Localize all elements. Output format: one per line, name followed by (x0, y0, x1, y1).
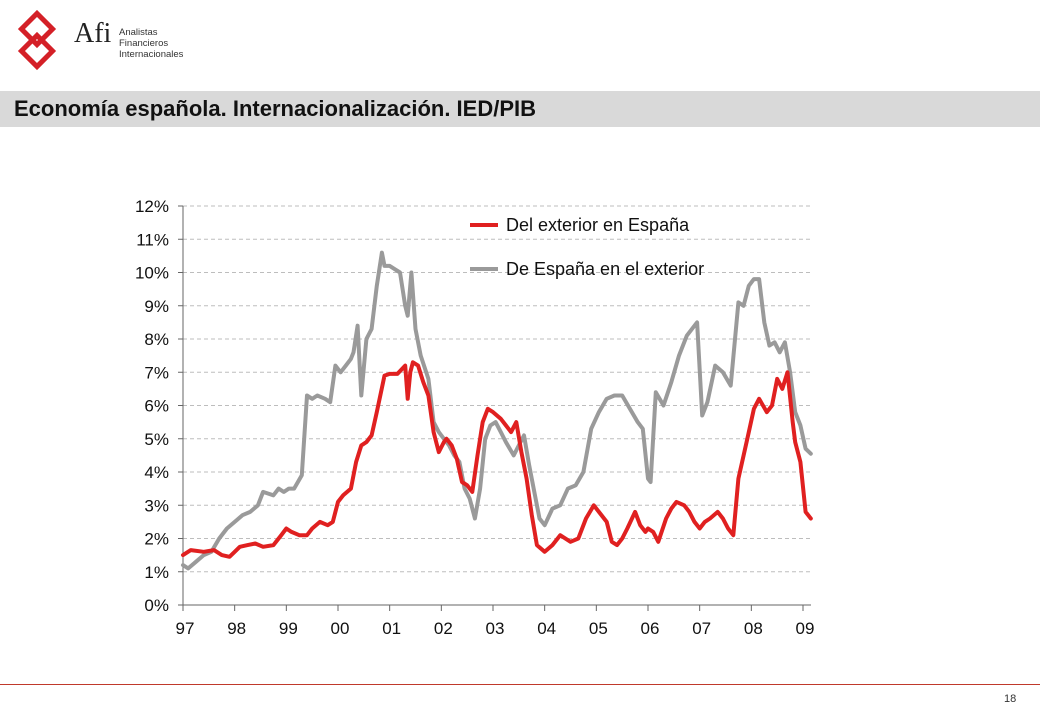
y-tick-label: 10% (135, 264, 169, 283)
y-tick-label: 0% (144, 596, 169, 615)
x-tick-label: 09 (796, 619, 815, 638)
y-tick-label: 7% (144, 363, 169, 382)
logo-line: Analistas (119, 27, 158, 38)
y-tick-label: 11% (136, 230, 169, 249)
y-tick-label: 12% (135, 197, 169, 216)
x-tick-label: 08 (744, 619, 763, 638)
legend-label: Del exterior en España (506, 215, 690, 235)
x-tick-label: 01 (382, 619, 401, 638)
afi-logo: Afi Analistas Financieros Internacionale… (12, 10, 202, 76)
page-title: Economía española. Internacionalización.… (14, 96, 537, 121)
x-tick-label: 05 (589, 619, 608, 638)
title-bar: Economía española. Internacionalización.… (0, 91, 1040, 127)
x-tick-label: 04 (537, 619, 556, 638)
footer-divider (0, 684, 1040, 685)
page-number: 18 (1004, 693, 1017, 705)
series-line-del-exterior-en-espa-a (181, 360, 813, 559)
logo-subtitle: Analistas Financieros Internacionales (119, 27, 183, 60)
logo-line: Financieros (119, 38, 169, 49)
y-tick-label: 2% (144, 530, 169, 549)
x-tick-label: 03 (486, 619, 505, 638)
x-tick-label: 00 (331, 619, 350, 638)
legend-label: De España en el exterior (506, 259, 704, 279)
y-tick-label: 4% (144, 463, 169, 482)
y-tick-label: 6% (144, 397, 169, 416)
x-tick-label: 06 (641, 619, 660, 638)
series-line-de-espa-a-en-el-exterior (181, 250, 813, 571)
logo-wordmark: Afi (74, 18, 112, 49)
y-tick-label: 1% (144, 563, 169, 582)
y-tick-label: 8% (144, 330, 169, 349)
logo-line: Internacionales (119, 49, 184, 60)
x-tick-label: 98 (227, 619, 246, 638)
x-tick-label: 97 (176, 619, 195, 638)
y-tick-label: 5% (144, 430, 169, 449)
x-tick-label: 99 (279, 619, 298, 638)
x-tick-label: 02 (434, 619, 453, 638)
x-tick-label: 07 (692, 619, 711, 638)
afi-logo-mark-icon (17, 10, 57, 71)
y-tick-label: 3% (144, 496, 169, 515)
y-tick-label: 9% (144, 297, 169, 316)
